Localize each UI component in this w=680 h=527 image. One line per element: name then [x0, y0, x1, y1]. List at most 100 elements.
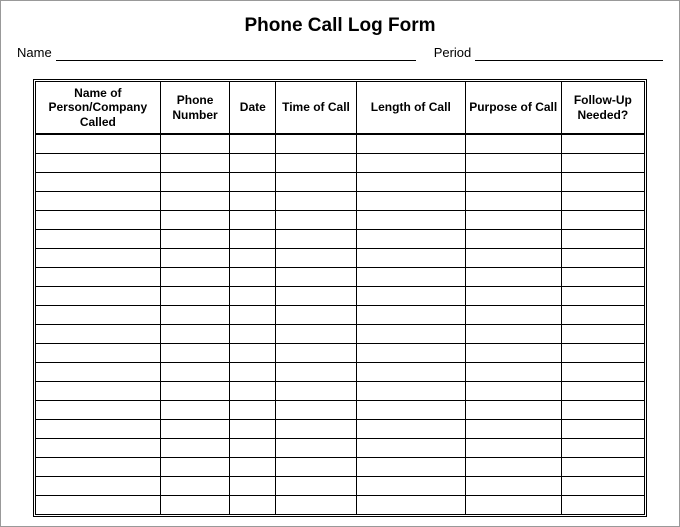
table-cell[interactable] — [465, 267, 561, 286]
table-cell[interactable] — [356, 267, 465, 286]
table-cell[interactable] — [160, 210, 230, 229]
table-cell[interactable] — [465, 153, 561, 172]
table-cell[interactable] — [36, 381, 160, 400]
table-cell[interactable] — [356, 476, 465, 495]
table-cell[interactable] — [160, 153, 230, 172]
table-cell[interactable] — [230, 172, 276, 191]
table-cell[interactable] — [276, 324, 357, 343]
table-cell[interactable] — [36, 248, 160, 267]
table-cell[interactable] — [276, 172, 357, 191]
table-cell[interactable] — [356, 495, 465, 514]
table-cell[interactable] — [36, 305, 160, 324]
table-cell[interactable] — [561, 248, 644, 267]
table-cell[interactable] — [160, 248, 230, 267]
table-cell[interactable] — [276, 229, 357, 248]
table-cell[interactable] — [561, 210, 644, 229]
table-cell[interactable] — [160, 229, 230, 248]
table-cell[interactable] — [465, 286, 561, 305]
table-cell[interactable] — [356, 419, 465, 438]
table-cell[interactable] — [356, 305, 465, 324]
table-cell[interactable] — [465, 362, 561, 381]
table-cell[interactable] — [36, 457, 160, 476]
table-cell[interactable] — [465, 191, 561, 210]
table-cell[interactable] — [561, 400, 644, 419]
table-cell[interactable] — [36, 419, 160, 438]
table-cell[interactable] — [276, 267, 357, 286]
table-cell[interactable] — [465, 172, 561, 191]
table-cell[interactable] — [36, 286, 160, 305]
table-cell[interactable] — [276, 210, 357, 229]
table-cell[interactable] — [356, 248, 465, 267]
table-cell[interactable] — [230, 229, 276, 248]
table-cell[interactable] — [465, 495, 561, 514]
table-cell[interactable] — [465, 248, 561, 267]
table-cell[interactable] — [561, 476, 644, 495]
table-cell[interactable] — [356, 438, 465, 457]
table-cell[interactable] — [230, 476, 276, 495]
table-cell[interactable] — [36, 400, 160, 419]
table-cell[interactable] — [276, 305, 357, 324]
table-cell[interactable] — [276, 400, 357, 419]
table-cell[interactable] — [276, 134, 357, 153]
table-cell[interactable] — [465, 381, 561, 400]
table-cell[interactable] — [160, 343, 230, 362]
table-cell[interactable] — [230, 438, 276, 457]
table-cell[interactable] — [561, 457, 644, 476]
table-cell[interactable] — [36, 324, 160, 343]
table-cell[interactable] — [276, 457, 357, 476]
table-cell[interactable] — [561, 495, 644, 514]
table-cell[interactable] — [230, 362, 276, 381]
table-cell[interactable] — [276, 286, 357, 305]
table-cell[interactable] — [561, 286, 644, 305]
table-cell[interactable] — [276, 343, 357, 362]
table-cell[interactable] — [36, 343, 160, 362]
table-cell[interactable] — [276, 248, 357, 267]
table-cell[interactable] — [160, 305, 230, 324]
table-cell[interactable] — [356, 381, 465, 400]
table-cell[interactable] — [160, 172, 230, 191]
table-cell[interactable] — [230, 191, 276, 210]
table-cell[interactable] — [36, 476, 160, 495]
table-cell[interactable] — [36, 153, 160, 172]
table-cell[interactable] — [276, 419, 357, 438]
table-cell[interactable] — [36, 210, 160, 229]
table-cell[interactable] — [160, 324, 230, 343]
table-cell[interactable] — [356, 286, 465, 305]
table-cell[interactable] — [465, 229, 561, 248]
table-cell[interactable] — [230, 419, 276, 438]
table-cell[interactable] — [160, 362, 230, 381]
table-cell[interactable] — [230, 457, 276, 476]
table-cell[interactable] — [465, 400, 561, 419]
table-cell[interactable] — [465, 305, 561, 324]
table-cell[interactable] — [356, 210, 465, 229]
table-cell[interactable] — [561, 229, 644, 248]
table-cell[interactable] — [160, 457, 230, 476]
table-cell[interactable] — [465, 457, 561, 476]
table-cell[interactable] — [465, 419, 561, 438]
table-cell[interactable] — [356, 343, 465, 362]
table-cell[interactable] — [160, 267, 230, 286]
table-cell[interactable] — [230, 248, 276, 267]
table-cell[interactable] — [160, 381, 230, 400]
table-cell[interactable] — [356, 457, 465, 476]
table-cell[interactable] — [561, 305, 644, 324]
table-cell[interactable] — [465, 476, 561, 495]
table-cell[interactable] — [561, 134, 644, 153]
table-cell[interactable] — [276, 362, 357, 381]
table-cell[interactable] — [465, 134, 561, 153]
table-cell[interactable] — [230, 381, 276, 400]
table-cell[interactable] — [465, 343, 561, 362]
table-cell[interactable] — [230, 153, 276, 172]
table-cell[interactable] — [561, 419, 644, 438]
period-input-line[interactable] — [475, 47, 663, 61]
table-cell[interactable] — [356, 324, 465, 343]
table-cell[interactable] — [276, 153, 357, 172]
table-cell[interactable] — [561, 324, 644, 343]
table-cell[interactable] — [36, 134, 160, 153]
table-cell[interactable] — [276, 495, 357, 514]
table-cell[interactable] — [230, 210, 276, 229]
table-cell[interactable] — [561, 362, 644, 381]
table-cell[interactable] — [36, 191, 160, 210]
table-cell[interactable] — [230, 305, 276, 324]
table-cell[interactable] — [36, 362, 160, 381]
